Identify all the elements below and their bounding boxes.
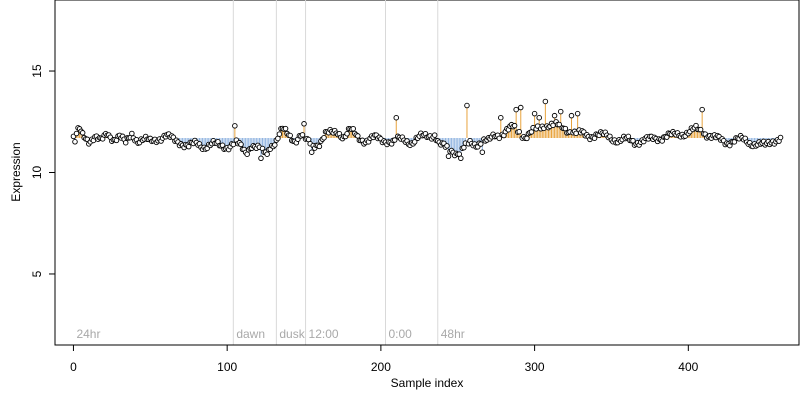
data-point xyxy=(513,106,519,113)
data-point xyxy=(129,130,135,137)
data-point xyxy=(511,122,518,129)
data-point xyxy=(518,104,524,111)
data-points xyxy=(70,98,784,162)
period-label: dusk xyxy=(279,327,305,341)
data-point xyxy=(498,114,504,121)
data-point xyxy=(445,153,452,160)
y-tick-label: 10 xyxy=(30,166,44,180)
period-markers: 24hr dawn dusk 12:00 0:00 48hr xyxy=(76,0,465,345)
data-point xyxy=(551,112,558,119)
data-point xyxy=(73,130,80,137)
data-point xyxy=(308,149,315,155)
data-point xyxy=(697,126,704,133)
data-point xyxy=(264,151,270,157)
data-point xyxy=(556,121,562,128)
period-label: 48hr xyxy=(441,327,465,341)
data-point xyxy=(344,130,350,137)
y-tick-label: 5 xyxy=(30,270,44,277)
data-point xyxy=(536,114,542,121)
data-point xyxy=(272,142,278,148)
data-point xyxy=(321,134,327,141)
data-point xyxy=(287,132,293,139)
data-point xyxy=(516,128,522,135)
data-point xyxy=(282,125,289,132)
x-tick-label: 400 xyxy=(678,360,698,374)
data-point xyxy=(258,155,264,162)
data-point xyxy=(355,133,361,139)
x-tick-label: 300 xyxy=(525,360,545,374)
period-label: dawn xyxy=(236,327,265,341)
period-label: 24hr xyxy=(76,327,100,341)
data-point xyxy=(444,143,450,149)
data-point xyxy=(557,108,564,115)
data-point xyxy=(431,132,438,138)
data-point xyxy=(230,141,237,148)
data-point xyxy=(238,141,244,148)
y-tick-label: 15 xyxy=(30,64,44,78)
data-point xyxy=(276,131,283,137)
axes: 0 100 200 300 400 5 10 15 xyxy=(30,64,699,374)
data-point xyxy=(478,141,484,147)
plot-area xyxy=(54,0,800,346)
data-point xyxy=(350,125,356,132)
data-point xyxy=(461,144,467,151)
data-point xyxy=(479,149,486,155)
data-point xyxy=(524,135,530,142)
data-point xyxy=(464,102,470,109)
data-point xyxy=(568,112,575,119)
data-point xyxy=(299,132,306,138)
x-axis-label: Sample index xyxy=(391,376,464,390)
data-point xyxy=(699,106,705,113)
data-point xyxy=(316,143,323,150)
data-point xyxy=(232,123,238,129)
data-point xyxy=(458,155,464,162)
data-point xyxy=(542,98,549,105)
data-point xyxy=(72,139,78,145)
data-point xyxy=(574,110,581,117)
data-point xyxy=(393,114,400,121)
data-point xyxy=(79,130,86,136)
data-point xyxy=(275,135,281,142)
x-tick-label: 100 xyxy=(217,360,237,374)
data-point xyxy=(122,139,129,146)
x-tick-label: 200 xyxy=(371,360,391,374)
x-tick-label: 0 xyxy=(70,360,77,374)
data-point xyxy=(301,121,307,127)
data-point xyxy=(244,151,250,157)
data-point xyxy=(391,137,398,143)
period-label: 0:00 xyxy=(388,327,412,341)
y-axis-label: Expression xyxy=(9,142,23,201)
data-point xyxy=(531,110,538,117)
period-label: 12:00 xyxy=(309,327,339,341)
data-point xyxy=(777,134,784,141)
data-point xyxy=(496,135,502,142)
